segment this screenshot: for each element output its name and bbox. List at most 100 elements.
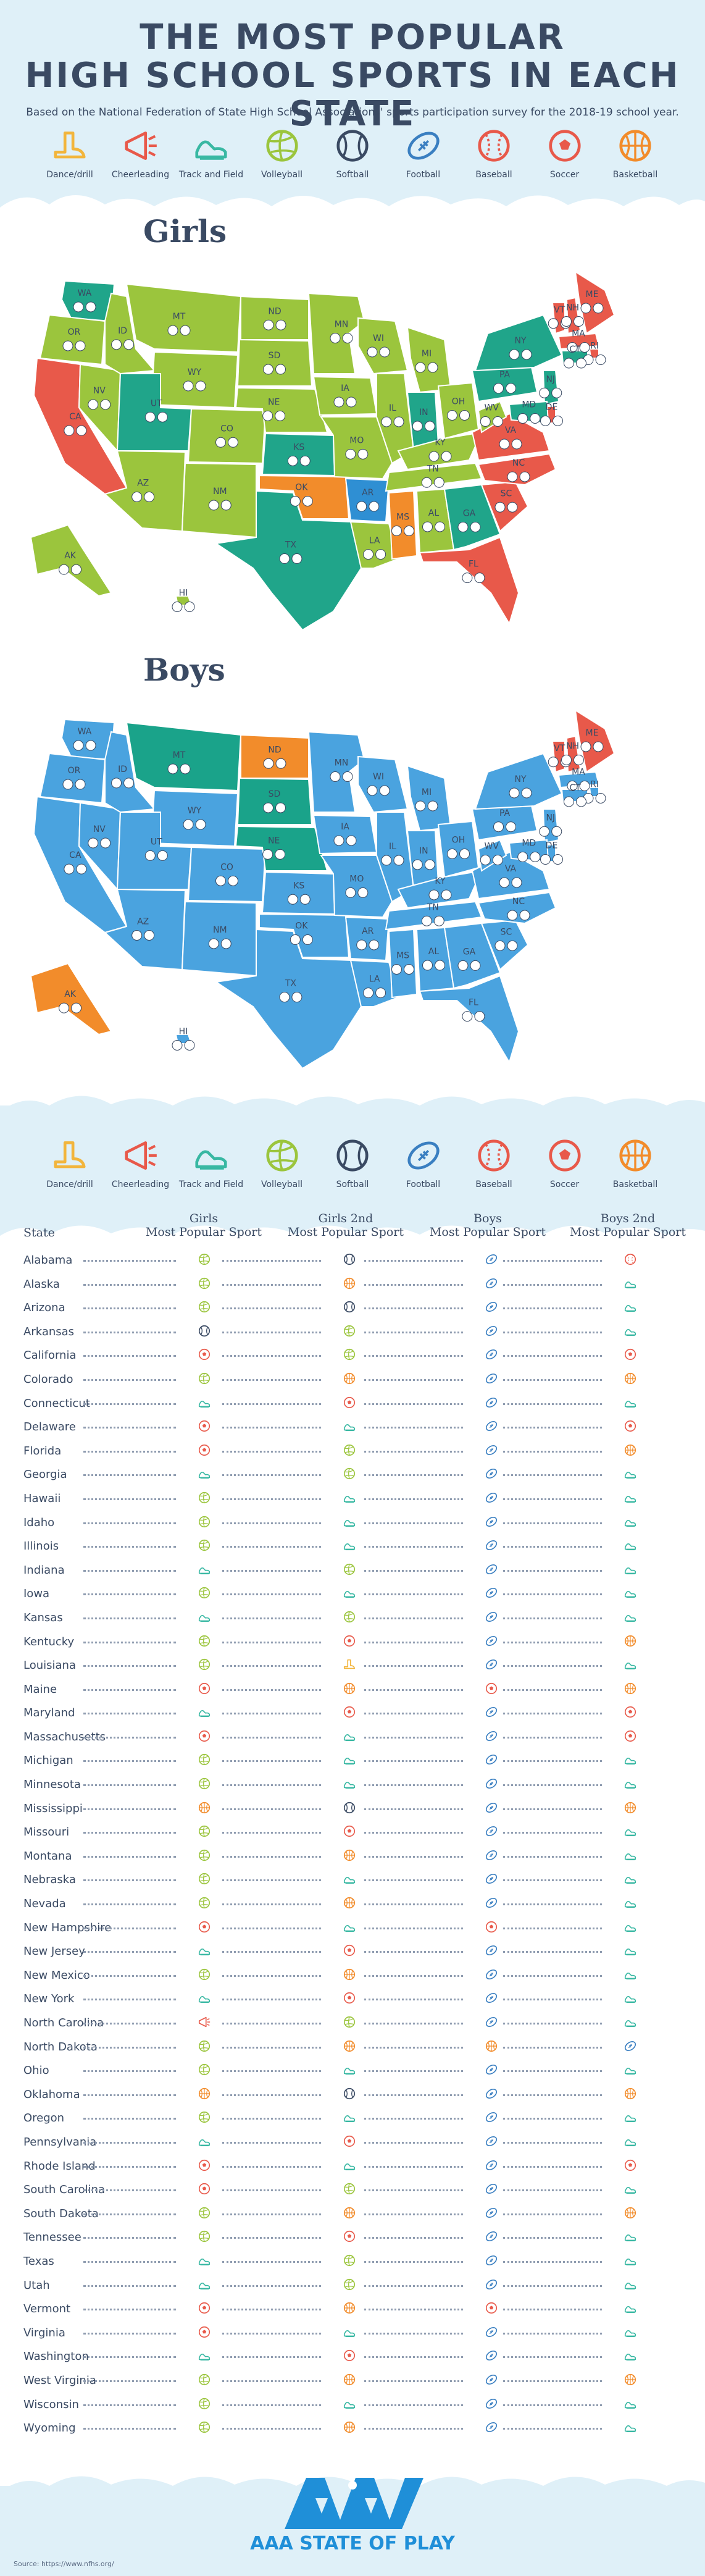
dot-leader xyxy=(503,1355,602,1357)
volleyball-icon xyxy=(198,1300,211,1314)
state-sport-badge xyxy=(492,416,503,427)
state-sport-badge xyxy=(369,501,380,512)
state-sport-badge xyxy=(346,835,357,846)
state-sport-badge xyxy=(263,758,274,769)
state-sport-badge xyxy=(287,894,298,905)
dot-leader xyxy=(503,2165,602,2168)
baseball-icon xyxy=(624,1252,637,1266)
dot-leader xyxy=(222,1641,321,1643)
state-sport-badge xyxy=(62,779,73,790)
football-icon xyxy=(485,1991,498,2005)
col-head-girls1-line2: Most Popular Sport xyxy=(145,1225,262,1239)
state-nm xyxy=(181,462,257,539)
dot-leader xyxy=(503,2237,602,2239)
state-sport-badge xyxy=(412,859,423,870)
state-sport-badge xyxy=(492,855,503,865)
dot-leader xyxy=(222,1427,321,1429)
track-icon xyxy=(343,1586,356,1600)
dot-leader xyxy=(503,1689,602,1691)
state-label: NM xyxy=(213,487,227,497)
state-label: CA xyxy=(69,850,81,860)
state-sport-badge xyxy=(180,325,191,336)
track-icon xyxy=(343,1538,356,1552)
volleyball-icon xyxy=(198,1777,211,1790)
state-me xyxy=(574,271,615,335)
legend-label: Volleyball xyxy=(261,1180,302,1189)
dot-leader xyxy=(83,1331,176,1333)
dot-leader xyxy=(222,1999,321,2001)
state-name: Maine xyxy=(23,1682,57,1696)
dot-leader xyxy=(503,1450,602,1453)
track-icon xyxy=(198,1396,211,1409)
state-label: IA xyxy=(341,822,349,832)
football-icon xyxy=(485,1729,498,1743)
volleyball-icon xyxy=(198,2230,211,2243)
track-icon xyxy=(624,1968,637,1981)
state-sport-badge xyxy=(519,910,530,921)
soccer-icon xyxy=(546,1136,584,1175)
legend-label: Dance/drill xyxy=(46,170,93,180)
dot-leader xyxy=(83,1546,176,1548)
state-name: Montana xyxy=(23,1849,72,1863)
volleyball-icon xyxy=(198,1586,211,1600)
state-label: AK xyxy=(64,551,77,561)
state-sport-badge xyxy=(144,411,156,422)
football-icon xyxy=(485,2325,498,2339)
track-icon xyxy=(198,1944,211,1957)
dot-leader xyxy=(222,2023,321,2024)
dot-leader xyxy=(503,1474,602,1477)
state-sport-badge xyxy=(73,301,84,313)
state-name: North Carolina xyxy=(23,2016,104,2029)
dot-leader xyxy=(83,1879,176,1882)
football-icon xyxy=(485,1801,498,1815)
state-mt xyxy=(125,721,242,792)
table-row: Illinois xyxy=(0,1535,705,1559)
state-sport-badge xyxy=(88,399,99,410)
dot-leader xyxy=(83,2118,176,2120)
state-sport-badge xyxy=(144,930,155,941)
soccer-icon xyxy=(198,1920,211,1934)
state-label: IA xyxy=(341,384,349,393)
volleyball-icon xyxy=(198,2397,211,2410)
state-sport-badge xyxy=(433,915,444,926)
col-head-girls2-line1: Girls 2nd xyxy=(318,1212,373,1225)
state-sport-badge xyxy=(447,410,457,421)
track-icon xyxy=(624,1658,637,1671)
dot-leader xyxy=(222,1689,321,1691)
state-label: KS xyxy=(293,442,304,452)
state-sport-badge xyxy=(530,852,541,862)
table-row: Minnesota xyxy=(0,1773,705,1797)
state-fl xyxy=(419,975,520,1064)
track-icon xyxy=(198,1467,211,1480)
state-ga xyxy=(443,922,501,989)
softball-icon xyxy=(343,1252,356,1266)
state-ne xyxy=(235,387,328,433)
soccer-icon xyxy=(198,1443,211,1457)
state-sport-badge xyxy=(100,837,111,849)
dot-leader xyxy=(83,2237,176,2239)
state-sport-badge xyxy=(263,802,273,813)
dot-leader xyxy=(503,2141,602,2144)
football-icon xyxy=(485,2134,498,2148)
dot-leader xyxy=(364,1593,463,1596)
state-label: CA xyxy=(69,412,81,422)
dot-leader xyxy=(222,2165,321,2168)
state-name: Ohio xyxy=(23,2064,49,2078)
state-tn xyxy=(385,462,483,492)
state-sport-badge xyxy=(184,1040,195,1051)
dot-leader xyxy=(83,1855,176,1858)
state-mi xyxy=(406,326,452,393)
dot-leader xyxy=(503,1283,602,1286)
track-icon xyxy=(198,1705,211,1719)
dot-leader xyxy=(222,2260,321,2263)
dot-leader xyxy=(222,1784,321,1787)
table-row: Pennsylvania xyxy=(0,2131,705,2155)
volleyball-icon xyxy=(343,1348,356,1361)
state-sport-badge xyxy=(480,416,491,427)
state-sport-badge xyxy=(144,850,156,861)
state-sport-badge xyxy=(433,477,444,488)
state-name: Michigan xyxy=(23,1754,73,1768)
state-sport-badge xyxy=(262,849,273,860)
dot-leader xyxy=(83,2380,176,2382)
state-name: New Mexico xyxy=(23,1968,90,1982)
